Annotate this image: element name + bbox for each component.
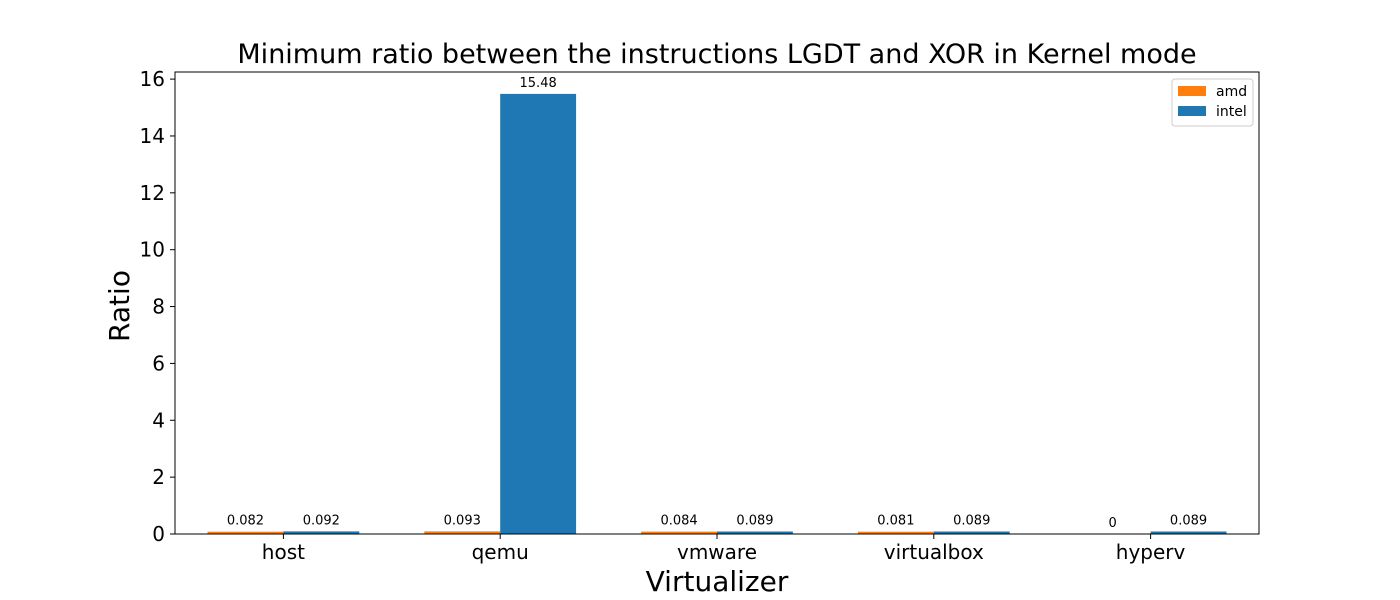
bar-intel-hyperv (1150, 531, 1227, 534)
data-label-amd-host: 0.082 (227, 514, 264, 529)
bars-layer (207, 93, 1227, 534)
y-tick-label-2: 2 (152, 465, 165, 489)
x-tick-label-qemu: qemu (472, 540, 529, 564)
y-axis-label: Ratio (103, 270, 136, 342)
x-tick-label-hyperv: hyperv (1116, 540, 1186, 564)
bar-intel-virtualbox (933, 531, 1010, 534)
data-label-intel-vmware: 0.089 (736, 513, 773, 528)
data-label-amd-hyperv: 0 (1109, 516, 1117, 531)
x-axis-label: Virtualizer (646, 565, 789, 598)
bar-amd-virtualbox (857, 531, 934, 534)
data-label-intel-qemu: 15.48 (520, 76, 557, 91)
x-tick-label-vmware: vmware (677, 540, 757, 564)
data-label-amd-vmware: 0.084 (660, 514, 697, 529)
x-tick-label-host: host (262, 540, 305, 564)
y-tick-label-12: 12 (140, 181, 165, 205)
data-label-amd-qemu: 0.093 (444, 513, 481, 528)
bar-intel-qemu (500, 93, 577, 534)
bar-intel-host (283, 531, 360, 534)
y-tick-label-6: 6 (152, 351, 165, 375)
x-tick-label-virtualbox: virtualbox (884, 540, 984, 564)
data-label-intel-host: 0.092 (303, 513, 340, 528)
y-tick-label-0: 0 (152, 522, 165, 546)
legend-label-intel: intel (1216, 104, 1247, 120)
chart-title: Minimum ratio between the instructions L… (237, 39, 1196, 70)
bar-amd-host (207, 531, 284, 534)
bar-amd-qemu (424, 531, 501, 534)
bar-intel-vmware (717, 531, 793, 534)
y-tick-label-16: 16 (140, 67, 165, 91)
y-tick-label-14: 14 (140, 124, 165, 148)
y-tick-label-4: 4 (152, 408, 165, 432)
data-label-intel-hyperv: 0.089 (1170, 513, 1207, 528)
y-tick-label-10: 10 (140, 238, 165, 262)
x-axis: host qemu vmware virtualbox hyperv (262, 534, 1186, 564)
data-labels-layer: 0.082 0.092 0.093 15.48 0.084 0.089 0.081 0.089… (227, 76, 1207, 531)
data-label-intel-virtualbox: 0.089 (953, 513, 990, 528)
legend-swatch-amd (1178, 86, 1206, 96)
y-axis: 0 2 4 6 8 10 12 14 16 (140, 67, 175, 546)
legend: amd intel (1171, 78, 1254, 127)
plot-frame (174, 71, 1260, 535)
bar-amd-vmware (641, 531, 717, 534)
y-tick-label-8: 8 (152, 295, 165, 319)
legend-label-amd: amd (1216, 84, 1247, 100)
data-label-amd-virtualbox: 0.081 (877, 514, 914, 529)
legend-swatch-intel (1178, 106, 1206, 116)
